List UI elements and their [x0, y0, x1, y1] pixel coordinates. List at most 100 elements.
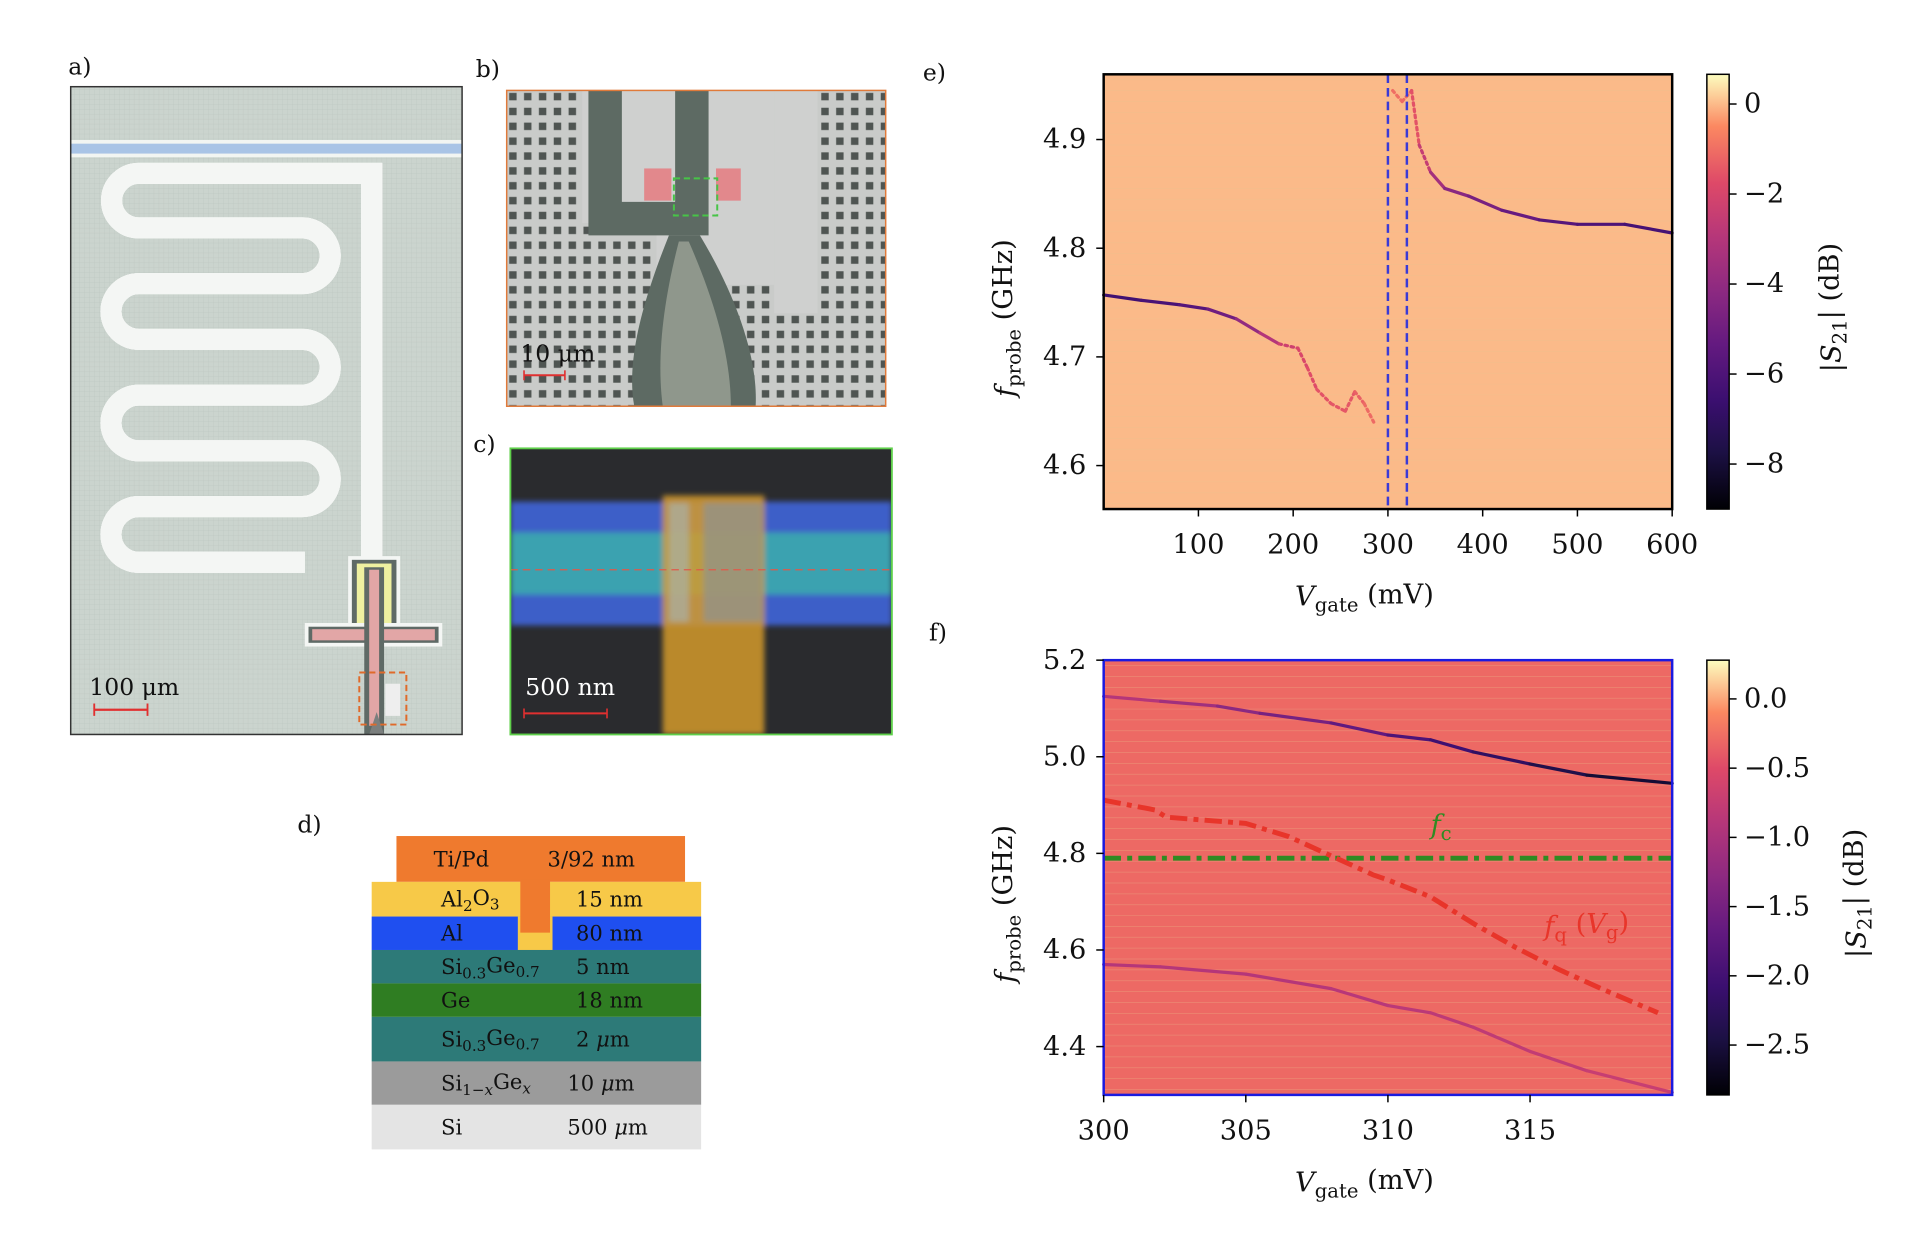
text-part: O: [473, 885, 490, 910]
layer-material: Al: [440, 921, 463, 946]
chart-f: f c fq (Vg) 300 305 310 315 4.4 4.6 4.8 5.0 5.2 Vgat…: [988, 645, 1876, 1203]
text-part: V: [1295, 582, 1317, 613]
resonance-segment: [1244, 972, 1333, 991]
text-part: m: [615, 1071, 635, 1096]
text-part: Ge: [486, 1025, 515, 1050]
colorbar-tick-label: −2: [1744, 179, 1784, 210]
colorbar-tick-label: −1.5: [1744, 891, 1810, 922]
layer: [371, 1061, 702, 1105]
resonance-segment: [1353, 390, 1366, 406]
layer-material: Ti/Pd: [434, 846, 490, 871]
resonance-segment: [1410, 89, 1421, 147]
text-part: Al: [440, 921, 463, 946]
text-part: 2: [463, 897, 473, 915]
text-part: (GHz): [988, 239, 1019, 329]
text-part: 1−: [462, 1081, 484, 1099]
text-part: x: [485, 1081, 494, 1099]
resonance-segment: [1500, 208, 1542, 222]
x-tick-label: 100: [1172, 530, 1224, 561]
panel-c-sem: [510, 448, 892, 735]
text-part: Si: [441, 1027, 462, 1052]
panel-a-micrograph: [70, 86, 463, 735]
layer-material: Al2O3: [440, 885, 500, 915]
layer-thickness: 5 nm: [576, 954, 630, 979]
x-tick-label: 200: [1267, 530, 1319, 561]
text-part: μ: [614, 1115, 628, 1140]
x-tick-label: 500: [1551, 530, 1603, 561]
layer: [396, 836, 686, 882]
resonance-segment: [1277, 342, 1300, 350]
colorbar-label: |S21| (dB): [1839, 829, 1876, 958]
text-part: | (dB): [1814, 243, 1845, 320]
text-part: 2: [576, 1027, 596, 1052]
y-tick-label: 4.6: [1043, 935, 1086, 966]
text-part: 80 nm: [576, 921, 643, 946]
text-part: 10: [567, 1071, 600, 1096]
text-part: probe: [1002, 329, 1025, 387]
resonance-segment: [1386, 733, 1433, 742]
fq-line: [1103, 797, 1659, 1016]
colorbar-tick-label: −4: [1744, 269, 1784, 300]
y-tick-label: 4.6: [1043, 450, 1086, 481]
text-part: (: [1567, 909, 1586, 940]
text-part: Ge: [441, 988, 470, 1013]
resonance-segment: [1315, 387, 1333, 406]
text-part: m: [628, 1115, 648, 1140]
x-tick-label: 300: [1078, 1115, 1130, 1146]
resonance-segment: [1305, 366, 1319, 392]
text-part: f: [990, 382, 1021, 399]
text-part: 500: [567, 1115, 614, 1140]
text-part: 5 nm: [576, 954, 630, 979]
text-part: Ge: [493, 1069, 522, 1094]
gate-pad-left: [644, 168, 672, 201]
text-part: (mV): [1358, 1165, 1433, 1196]
resonance-segment: [1428, 170, 1447, 191]
resonance-segment: [1585, 1069, 1674, 1095]
text-part: q: [1554, 923, 1567, 946]
text-part: Ge: [486, 952, 515, 977]
colorbar-tick-label: 0.0: [1744, 684, 1787, 715]
layer-material: Ge: [441, 988, 470, 1013]
resonance-segment: [1623, 222, 1674, 235]
colorbar-tick-label: −0.5: [1744, 753, 1810, 784]
text-part: 21: [1853, 905, 1876, 930]
resonance-segment: [1343, 390, 1357, 413]
resonance-segment: [1177, 303, 1210, 311]
text-part: 0.3: [462, 1037, 486, 1055]
text-part: probe: [1002, 915, 1025, 973]
y-tick-label: 5.2: [1043, 645, 1086, 676]
text-part: (GHz): [988, 825, 1019, 915]
scale-bar-label-c: 500 nm: [525, 673, 615, 701]
y-tick-label: 4.7: [1043, 342, 1086, 373]
resonance-segment: [1102, 962, 1163, 969]
resonance-segment: [1428, 1011, 1475, 1029]
panel-b-micrograph: [506, 90, 886, 407]
resonance-segment: [1158, 699, 1219, 708]
y-axis-label: fprobe (GHz): [988, 239, 1025, 399]
colorbar-label: |S21| (dB): [1814, 243, 1851, 372]
text-part: S: [1841, 930, 1872, 949]
colorbar-tick-label: −2.5: [1744, 1030, 1810, 1061]
resonance-segment: [1386, 1003, 1433, 1015]
text-part: m: [610, 1027, 630, 1052]
resonance-segment: [1471, 750, 1532, 766]
text-part: |: [1817, 363, 1848, 372]
colorbar: [1706, 659, 1730, 1096]
gate-stem: [520, 879, 551, 933]
panel-label-b: b): [476, 55, 500, 83]
resonance-segment: [1258, 711, 1333, 725]
resonance-segment: [1329, 721, 1390, 737]
text-part: 0.7: [516, 1035, 540, 1053]
resonance-segment: [1139, 298, 1182, 307]
x-tick-label: 310: [1362, 1115, 1414, 1146]
resonance-segment: [1417, 143, 1433, 174]
resonance-segment: [1215, 704, 1262, 715]
layer: [371, 983, 702, 1017]
resonance-segment: [1102, 293, 1144, 302]
resonance-segment: [1258, 331, 1281, 346]
resonance-segment: [1329, 987, 1390, 1008]
y-tick-label: 4.4: [1043, 1031, 1086, 1062]
resonance-segment: [1585, 773, 1674, 785]
x-tick-label: 315: [1504, 1115, 1556, 1146]
